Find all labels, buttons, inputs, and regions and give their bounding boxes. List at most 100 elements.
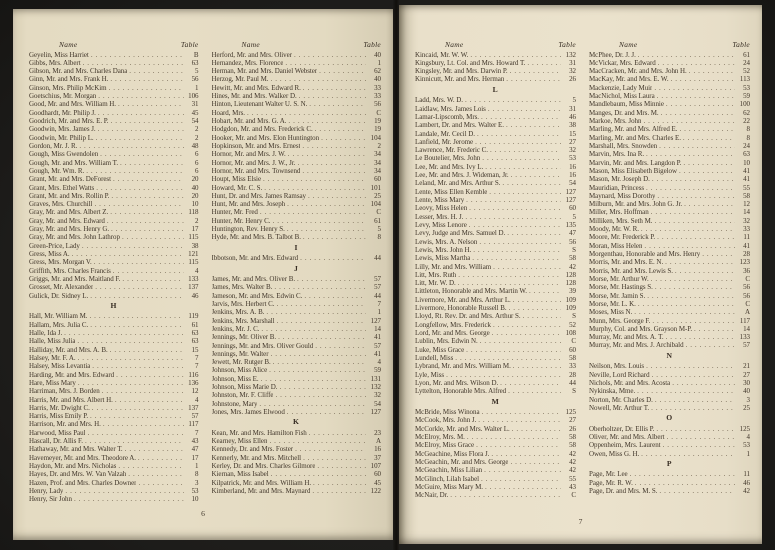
dot-leader [482,154,561,162]
dot-leader [655,396,735,404]
list-item: James, Mrs. Walter B. 57 [212,283,382,291]
entry-table-number: 14 [743,324,750,333]
list-item: Moran, Miss Helen 41 [589,242,750,250]
entry-name: Kerley, Dr. and Mrs. Charles Gilmore [211,462,316,471]
entry-table-number: 125 [739,424,750,433]
entry-name: Gray, Mr. and Mrs. Henry G. [29,225,110,234]
entry-table-number: 2 [377,141,382,150]
entry-table-number: 15 [569,129,576,138]
entry-name: Milliken, Mrs. Seth M. [589,216,653,225]
dot-leader [92,362,183,370]
entry-name: Jennings, Mr. Oliver B. [211,333,277,342]
entry-name: Kilpatrick, Mr. and Mrs. William H. [211,478,312,487]
dot-leader [686,341,735,349]
entry-name: Lyon, Mr. and Mrs. Wilson D. [415,378,499,387]
column-header-table: Table [180,40,199,49]
entry-table-number: 135 [565,220,576,229]
entry-table-number: 58 [569,254,576,263]
list-item: Page, Mr. R. W. 46 [589,479,750,487]
column-header: Name Table [415,40,576,49]
dot-leader [120,159,183,167]
column-header-name: Name [619,40,638,49]
list-item: Hyde, Mr. and Mrs. B. Talbot B. 8 [212,233,382,241]
entry-table-number: 37 [374,453,381,462]
entry-name: Kennerly, Mr. and Mrs. Mitchell [211,453,302,462]
entry-name: Johnson, Miss Marie D. [211,383,278,392]
list-item: Halsey, Miss Levantia 7 [29,362,199,370]
entry-table-number: 101 [370,183,381,192]
entry-table-number: 10 [191,495,199,504]
dot-leader [671,75,735,83]
entry-table-number: 41 [374,333,381,342]
list-item: Morgenthau, Honorable and Mrs. Henry 28 [589,250,750,258]
entry-name: Hascall, Dr. Allis F. [29,437,84,446]
list-item: Hinton, Lieutenant Walter U. S. N. 56 [212,100,382,108]
list-item: Lee, Mr. and Mrs. J. Wideman, Jr. 16 [415,171,576,179]
entry-name: Litt, Mrs. Ruth [415,270,457,279]
entry-table-number: 32 [569,146,576,155]
dot-leader [512,425,561,433]
entry-name: Harding, Mr. and Mrs. Edward [29,370,115,379]
entry-name: McGeachin, Miss Lilian [415,466,483,475]
dot-leader [315,125,366,133]
entry-table-number: 32 [569,67,576,76]
list-item: Livermore, Mr. and Mrs. Arthur L. 109 [415,296,576,304]
entry-table-number: 48 [191,141,199,150]
entry-name: Nowell, Mr. Arthur T. [589,403,650,412]
entry-table-number: 27 [569,416,576,425]
dot-leader [78,354,184,362]
entry-name: Kingsley, Mr. and Mrs. Darwin P. [415,67,508,76]
list-item: Hornor, Mr. and Mrs. Townsend 34 [212,167,382,175]
entry-name: Hewitt, Mr. and Mrs. Edward R. [211,83,301,92]
dot-leader [659,487,735,495]
dot-leader [507,229,561,237]
column-header-name: Name [445,40,464,49]
entry-name: Leovy, Miss Helen [415,204,468,213]
list-item: Laidlaw, Mrs. James Lois 31 [415,105,576,113]
section-letter: M [491,396,500,406]
list-item: Moses, Miss N. A [589,308,750,316]
entry-table-number: 31 [569,104,576,113]
list-item: Hunter, Mr. Fred C [212,208,382,216]
dot-leader [475,138,561,146]
entry-name: Lyttelton, Honorable Mrs. Alfred [415,387,507,396]
list-item: Nykinska, Mme. 40 [589,387,750,395]
entry-name: Henry, Sir John [29,495,72,504]
entry-table-number: 60 [374,175,381,184]
list-item: Houpt, Miss Elsie 60 [212,175,382,183]
entry-table-number: 109 [565,295,576,304]
dot-leader [110,346,184,354]
entry-name: Levy, Miss Lenore [415,220,467,229]
list-item: Gordon, Mr. J. R. 48 [29,142,199,150]
list-item: Goetschius, Mr. Morgan 106 [29,92,199,100]
dot-leader [77,337,183,345]
entry-table-number: 46 [191,291,199,300]
list-item: Norton, Mr. Charles D. 3 [589,396,750,404]
list-item: Lamar-Lipscomb, Mrs. 46 [415,113,576,121]
entry-table-number: 59 [374,366,381,375]
entry-table-number: 34 [374,166,381,175]
entry-table-number: 121 [188,250,199,258]
entry-table-number: 19 [374,125,381,134]
entry-table-number: 131 [370,374,381,383]
list-item: Murray, Mr. and Mrs. J. Archibald 57 [589,341,750,349]
entry-name: Page, Mr. R. W. [589,478,633,487]
list-item: MacKay, Mr. and Mrs. E. W. 113 [589,75,750,83]
dot-leader [129,67,183,75]
list-item: Gibson, Mr. and Mrs. Charles Dana 5 [29,67,199,75]
list-item: Johnson, Miss Alice 59 [212,366,382,374]
entry-table-number: 10 [743,158,750,167]
entry-table-number: 62 [743,108,750,117]
column-header: Name Table [212,40,382,49]
dot-leader [118,100,184,108]
list-item: Jewett, Mr. Rutger B. 4 [212,358,382,366]
list-item: Gress, Miss A. 121 [29,250,199,258]
list-item: Kennerly, Mr. and Mrs. Mitchell 37 [212,454,382,462]
left-page-content: Name Table Geyelin, Miss HarrietBGibbs, … [29,40,381,530]
dot-leader [634,308,735,316]
entry-table-number: 46 [569,112,576,121]
entry-name: Jennings, Mr. and Mrs. Oliver Gould [211,341,314,350]
entry-name: Goodhardt, Mr. Philip J. [29,108,96,117]
list-item: Hare, Miss Mary 136 [29,379,199,387]
list-item: Lente, Miss Ellen Kemble 127 [415,188,576,196]
